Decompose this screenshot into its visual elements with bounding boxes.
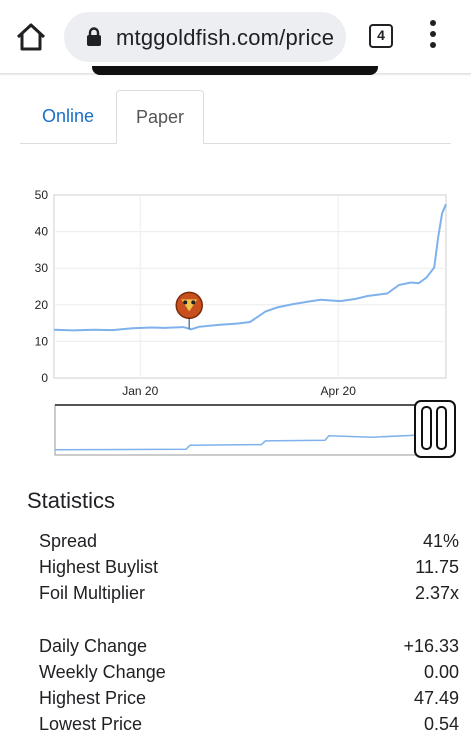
tab-paper[interactable]: Paper: [116, 90, 204, 144]
chart-grid: [53, 194, 447, 379]
navigator-frame: [54, 404, 453, 456]
range-navigator[interactable]: [54, 400, 456, 458]
marker-eye: [191, 300, 196, 305]
stat-value: +16.33: [403, 636, 459, 656]
stat-row-highest-buylist: Highest Buylist 11.75: [39, 557, 459, 583]
y-tick-label: 0: [41, 371, 48, 385]
stat-value: 0.00: [423, 662, 459, 682]
x-axis-ticks: Jan 20 Apr 20: [122, 384, 356, 398]
x-tick-label: Apr 20: [321, 384, 357, 398]
browser-toolbar: mtggoldfish.com/price 4: [0, 0, 471, 74]
stat-label: Highest Price: [39, 688, 147, 708]
stat-value: 11.75: [415, 557, 459, 577]
stat-value: 0.54: [423, 714, 459, 734]
tab-online[interactable]: Online: [41, 106, 95, 126]
lock-icon: [87, 27, 101, 46]
plot-border: [53, 194, 447, 379]
address-bar[interactable]: mtggoldfish.com/price: [64, 12, 346, 62]
y-tick-label: 20: [35, 298, 49, 312]
home-icon[interactable]: [14, 20, 48, 54]
stat-label: Lowest Price: [39, 714, 143, 734]
y-tick-label: 10: [35, 334, 49, 348]
stat-row-lowest-price: Lowest Price 0.54: [39, 714, 459, 740]
marker-eye: [183, 300, 188, 305]
stat-row-highest-price: Highest Price 47.49: [39, 688, 459, 714]
price-history-chart[interactable]: 0 10 20 30 40 50 Jan 20 Apr 20: [0, 185, 471, 465]
url-text: mtggoldfish.com/price: [116, 25, 335, 50]
stat-value: 41%: [422, 531, 459, 551]
x-tick-label: Jan 20: [122, 384, 158, 398]
handle-grip: [421, 406, 432, 450]
y-axis-ticks: 0 10 20 30 40 50: [35, 188, 49, 385]
stat-row-weekly-change: Weekly Change 0.00: [39, 662, 459, 688]
stat-row-foil-multiplier: Foil Multiplier 2.37x: [39, 583, 459, 609]
stat-label: Spread: [39, 531, 98, 551]
stat-label: Weekly Change: [39, 662, 166, 682]
tab-divider: [20, 143, 451, 144]
y-tick-label: 50: [35, 188, 49, 202]
tab-switcher-button[interactable]: 4: [369, 24, 393, 48]
handle-grip: [436, 406, 447, 450]
stat-value: 2.37x: [414, 583, 459, 603]
event-marker-icon[interactable]: [175, 291, 203, 330]
price-line: [53, 203, 447, 332]
stat-row-spread: Spread 41%: [39, 531, 459, 557]
stat-row-daily-change: Daily Change +16.33: [39, 636, 459, 662]
stat-label: Foil Multiplier: [39, 583, 146, 603]
stat-label: Highest Buylist: [39, 557, 159, 577]
y-tick-label: 30: [35, 261, 49, 275]
statistics-heading: Statistics: [27, 488, 116, 513]
page-header-bar: [92, 66, 378, 75]
more-options-icon[interactable]: [425, 20, 441, 54]
stat-label: Daily Change: [39, 636, 148, 656]
y-tick-label: 40: [35, 225, 49, 239]
stat-value: 47.49: [413, 688, 459, 708]
